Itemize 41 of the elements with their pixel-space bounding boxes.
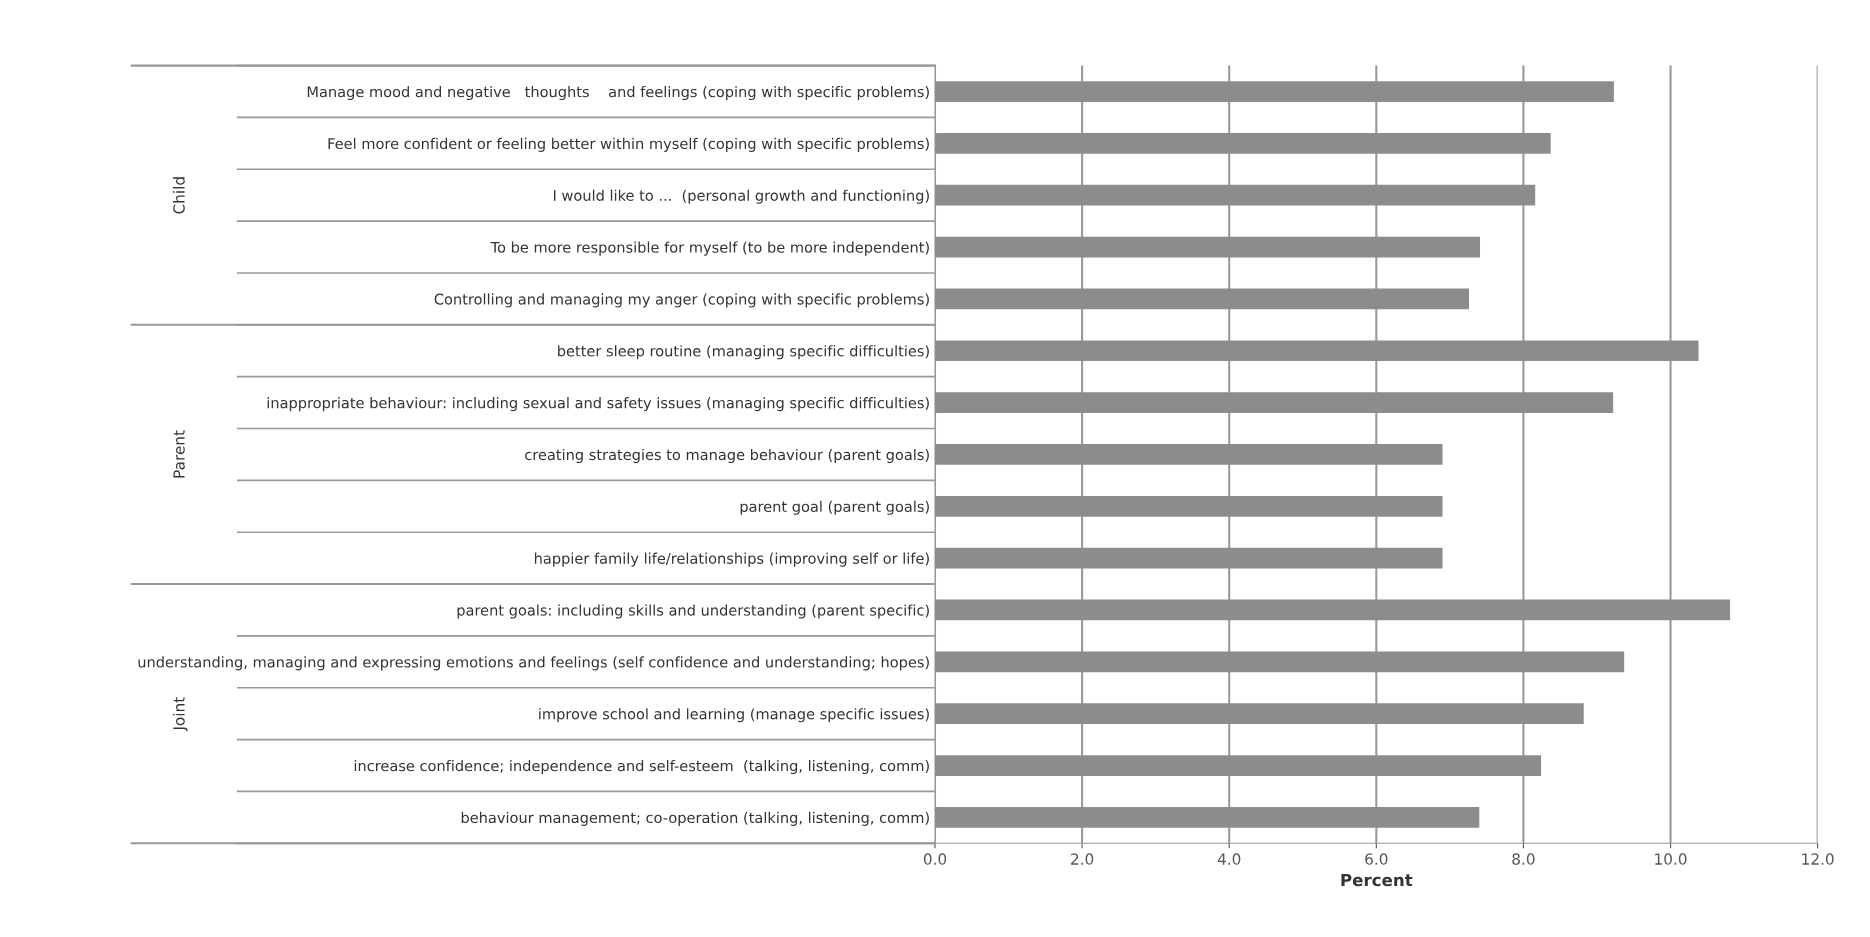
- x-tick-label: 0.0: [923, 853, 947, 865]
- bar: [935, 444, 1443, 465]
- y-tick-label: inappropriate behaviour: including sexual and safety issues (managing specific difficulties): [267, 397, 929, 412]
- bar: [935, 547, 1443, 569]
- y-tick-label: parent goal (parent goals): [740, 500, 929, 515]
- x-tick-label: 10.0: [1655, 853, 1687, 865]
- bar: [935, 184, 1536, 206]
- text: Parent: [173, 430, 185, 478]
- bar: [935, 288, 1469, 310]
- y-tick-label: behaviour management; co-operation (talking, listening, comm): [461, 811, 929, 826]
- x-tick-label: 4.0: [1217, 853, 1241, 865]
- bar: [935, 755, 1542, 776]
- bar: [935, 132, 1551, 154]
- bar: [935, 807, 1480, 828]
- y-tick-label: I would like to ... (personal growth and functioning): [553, 189, 929, 204]
- bar: [935, 703, 1584, 725]
- bar: [935, 81, 1614, 102]
- bar: [935, 651, 1625, 673]
- y-tick-label: Manage mood and negative thoughts and feelings (coping with specific problems): [307, 85, 929, 101]
- y-tick-label: parent goals: including skills and understanding (parent specific): [457, 604, 929, 619]
- y-tick-label: improve school and learning (manage specific issues): [539, 708, 929, 723]
- text: Joint: [172, 697, 188, 732]
- x-tick-label: 8.0: [1512, 853, 1535, 865]
- y-tick-label: Controlling and managing my anger (coping with specific problems): [434, 293, 929, 308]
- y-tick-label: Feel more confident or feeling better within myself (coping with specific problems): [328, 137, 929, 152]
- bar: [935, 340, 1699, 362]
- x-tick-label: 2.0: [1071, 853, 1094, 865]
- x-tick-label: 6.0: [1365, 853, 1388, 865]
- x-axis-title: Percent: [1341, 873, 1413, 887]
- bar: [935, 495, 1443, 517]
- y-tick-label: To be more responsible for myself (to be more independent): [490, 241, 929, 256]
- y-tick-label: creating strategies to manage behaviour (parent goals): [525, 448, 929, 464]
- text: Child: [172, 177, 185, 214]
- y-tick-label: better sleep routine (managing specific difficulties): [558, 345, 929, 360]
- y-tick-label: understanding, managing and expressing emotions and feelings (self confidence and understanding; hopes): [138, 656, 929, 671]
- y-tick-label: happier family life/relationships (improving self or life): [534, 552, 929, 567]
- bar: [935, 392, 1614, 413]
- bar: [935, 236, 1481, 258]
- bar: [935, 599, 1731, 621]
- y-tick-label: increase confidence; independence and self-esteem (talking, listening, comm): [354, 759, 929, 775]
- x-tick-label: 12.0: [1802, 853, 1834, 865]
